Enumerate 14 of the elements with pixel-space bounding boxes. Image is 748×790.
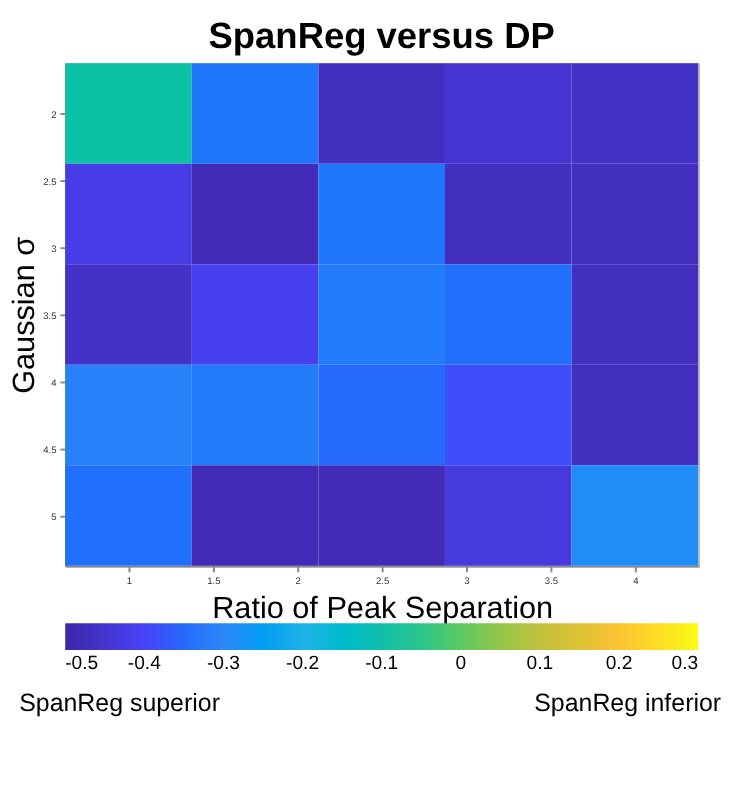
color-bar-label: -0.1 xyxy=(365,653,399,676)
color-bar-label: 0.2 xyxy=(605,653,633,676)
color-bar-label: -0.3 xyxy=(206,653,240,676)
color-bar-label: 0.1 xyxy=(526,653,554,676)
color-bar-label: 0.3 xyxy=(671,653,699,676)
chart-title: SpanReg versus DP xyxy=(208,15,555,56)
color-bar-label: -0.4 xyxy=(127,653,163,676)
x-axis-title: Ratio of Peak Separation xyxy=(212,592,554,627)
text: SpanReg inferior xyxy=(534,689,722,718)
color-bar-label: 0 xyxy=(455,653,467,676)
color-bar-label: -0.2 xyxy=(286,653,320,676)
y-axis-title: Gaussian σ xyxy=(7,235,42,394)
text: SpanReg superior xyxy=(19,689,220,718)
color-bar-label: -0.5 xyxy=(65,653,99,676)
